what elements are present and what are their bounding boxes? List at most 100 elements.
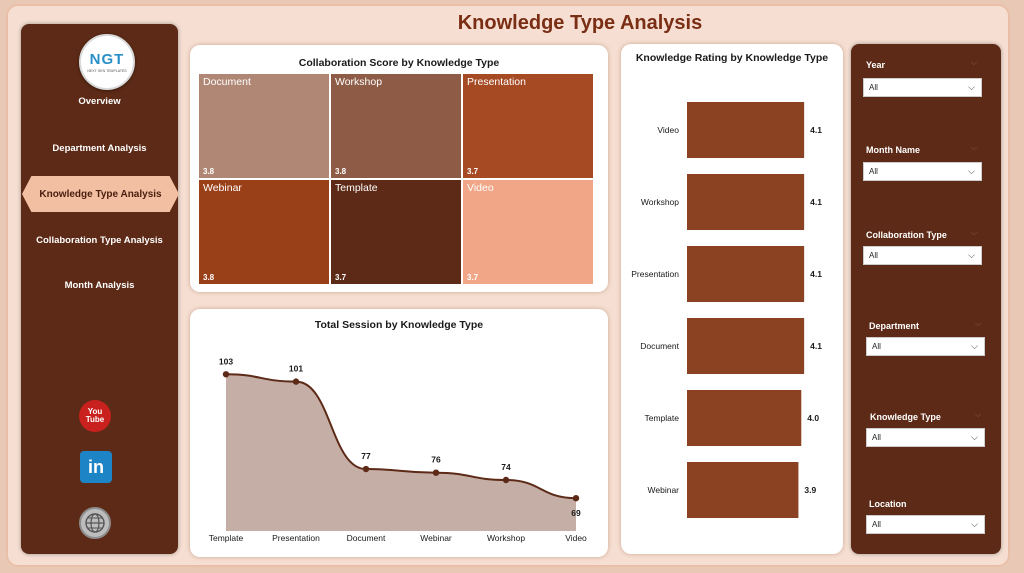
filter-month-value: All [869,167,878,176]
nav-item-collaboration-type-analysis[interactable]: Collaboration Type Analysis [36,235,163,246]
treemap-cell-webinar[interactable]: Webinar 3.8 [198,179,330,285]
treemap-cell-label: Presentation [467,76,526,88]
filter-location-select[interactable]: All ⌵ [866,515,985,534]
rating-data-label: 4.1 [810,341,822,351]
chevron-down-icon: ⌵ [971,432,978,442]
rating-bar-webinar[interactable] [687,462,799,518]
treemap-cell-presentation[interactable]: Presentation 3.7 [462,73,594,179]
youtube-icon[interactable]: You Tube [79,400,111,432]
chevron-down-icon: ⌵ [968,250,975,260]
rating-data-label: 4.1 [810,125,822,135]
filter-department-clear-icon[interactable]: ⌵ [975,319,982,328]
session-x-tick-label: Presentation [272,533,320,543]
filter-department-value: All [872,342,881,351]
filter-collab-type-clear-icon[interactable]: ⌵ [971,228,978,237]
globe-icon[interactable] [79,507,111,539]
total-session-title: Total Session by Knowledge Type [314,319,484,331]
rating-category-label: Template [645,413,680,423]
rating-category-label: Presentation [631,269,679,279]
filter-collab-type-value: All [869,251,878,260]
session-data-label: 76 [431,455,441,465]
sidebar: NGT NEXT GEN TEMPLATES Overview Departme… [21,24,178,554]
treemap-cell-label: Workshop [335,76,383,88]
filter-year-clear-icon[interactable]: ⌵ [971,58,978,67]
filter-month-clear-icon[interactable]: ⌵ [971,143,978,152]
rating-bar-document[interactable] [687,318,805,374]
session-x-tick-label: Workshop [487,533,525,543]
filter-knowledge-type-clear-icon[interactable]: ⌵ [975,410,982,419]
knowledge-rating-bar-chart: Video 4.1 Workshop 4.1 Presentation 4.1 Docume… [631,102,822,518]
treemap-cell-value: 3.8 [203,273,215,282]
nav-item-overview[interactable]: Overview [78,96,121,107]
treemap-cell-document[interactable]: Document 3.8 [198,73,330,179]
treemap-cell-value: 3.8 [203,167,215,176]
filter-year-label: Year [866,60,886,70]
session-point-video[interactable] [572,495,580,502]
linkedin-icon[interactable]: in [80,451,112,483]
session-point-presentation[interactable] [292,378,300,385]
session-point-workshop[interactable] [502,476,510,484]
filter-knowledge-type-label: Knowledge Type [870,412,941,422]
total-session-card: Total Session by Knowledge Type 103 Templ… [190,309,608,557]
knowledge-rating-card: Knowledge Rating by Knowledge Type Video… [621,44,843,554]
session-x-tick-label: Document [347,533,386,543]
rating-category-label: Document [640,341,679,351]
rating-category-label: Webinar [648,485,680,495]
globe-icon-graphic [85,513,105,533]
rating-bar-video[interactable] [687,102,805,158]
treemap-cell-value: 3.7 [335,273,347,282]
treemap-cell-label: Video [467,182,494,194]
knowledge-rating-title: Knowledge Rating by Knowledge Type [635,52,829,64]
youtube-icon-text: You Tube [85,407,105,424]
session-data-label: 69 [571,508,581,518]
logo-text: NGT [89,51,125,68]
session-x-tick-label: Webinar [420,533,452,543]
session-point-document[interactable] [362,465,370,473]
collaboration-score-card: Collaboration Score by Knowledge Type Do… [190,45,608,292]
rating-bar-workshop[interactable] [687,174,805,230]
rating-bar-presentation[interactable] [687,246,805,302]
treemap-cell-value: 3.8 [335,167,347,176]
rating-data-label: 4.0 [807,413,819,423]
total-session-area-chart: 103 Template 101 Presentation 77 Document 76 We… [209,356,587,543]
rating-data-label: 3.9 [804,485,816,495]
treemap-cell-value: 3.7 [467,273,479,282]
treemap-cell-label: Template [335,182,378,194]
session-x-tick-label: Template [209,533,244,543]
treemap-cell-label: Webinar [203,182,242,194]
nav-item-department-analysis[interactable]: Department Analysis [52,143,147,154]
filter-collab-type-label: Collaboration Type [866,230,947,240]
chevron-down-icon: ⌵ [971,341,978,351]
filter-collab-type-select[interactable]: All ⌵ [863,246,982,265]
treemap-cell-template[interactable]: Template 3.7 [330,179,462,285]
treemap-cell-video[interactable]: Video 3.7 [462,179,594,285]
rating-data-label: 4.1 [810,197,822,207]
filter-location-value: All [872,520,881,529]
filter-month-label: Month Name [866,145,920,155]
session-data-label: 101 [289,364,303,374]
rating-category-label: Workshop [641,197,679,207]
session-area-fill [226,374,576,531]
filter-panel: Year ⌵ All ⌵ Month Name ⌵ All ⌵ Collabor… [851,44,1001,554]
filter-knowledge-type-value: All [872,433,881,442]
linkedin-icon-text: in [88,456,104,477]
session-point-template[interactable] [222,371,230,378]
filter-month-select[interactable]: All ⌵ [863,162,982,181]
filter-knowledge-type-select[interactable]: All ⌵ [866,428,985,447]
chevron-down-icon: ⌵ [971,519,978,529]
session-point-webinar[interactable] [432,469,440,476]
session-data-label: 103 [219,356,233,366]
nav-item-month-analysis[interactable]: Month Analysis [64,280,135,291]
rating-category-label: Video [657,125,679,135]
chevron-down-icon: ⌵ [968,166,975,176]
filter-year-select[interactable]: All ⌵ [863,78,982,97]
session-data-label: 74 [501,462,511,472]
treemap-cell-workshop[interactable]: Workshop 3.8 [330,73,462,179]
filter-department-label: Department [869,321,920,331]
collaboration-score-title: Collaboration Score by Knowledge Type [298,57,500,69]
rating-bar-template[interactable] [687,390,802,446]
filter-year-value: All [869,83,878,92]
page-title: Knowledge Type Analysis [457,12,703,34]
filter-department-select[interactable]: All ⌵ [866,337,985,356]
nav-item-knowledge-type-analysis[interactable]: Knowledge Type Analysis [22,176,179,212]
